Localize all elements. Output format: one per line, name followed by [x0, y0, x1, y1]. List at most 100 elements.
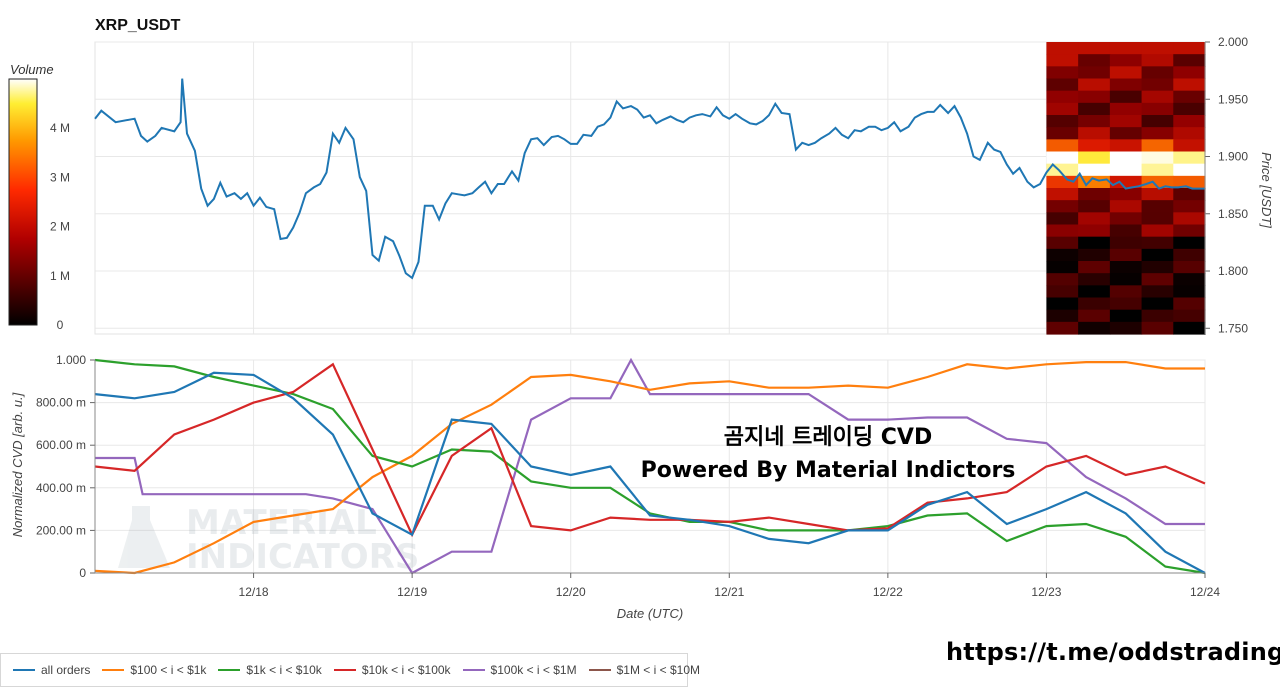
heatmap-cell: [1109, 285, 1143, 299]
legend-swatch: [102, 669, 125, 671]
heatmap-cell: [1046, 309, 1079, 323]
heatmap-cell: [1173, 273, 1206, 286]
heatmap-cell: [1141, 42, 1174, 55]
legend-label: $1M < i < $10M: [616, 663, 700, 677]
heatmap-cell: [1046, 200, 1079, 213]
heatmap-cell: [1173, 127, 1206, 140]
cvd-tick-label: 1.000: [56, 353, 86, 367]
cvd-tick-label: 800.00 m: [36, 396, 86, 410]
heatmap-cell: [1078, 321, 1111, 335]
heatmap-cell: [1141, 224, 1174, 238]
legend-label: all orders: [41, 663, 91, 677]
heatmap-cell: [1109, 66, 1143, 80]
telegram-link[interactable]: https://t.me/oddstrading2: [946, 638, 1280, 666]
x-tick-label: 12/18: [239, 585, 269, 599]
heatmap-cell: [1173, 236, 1206, 250]
heatmap-cell: [1141, 188, 1174, 201]
heatmap-cell: [1078, 163, 1111, 177]
price-tick-label: 1.900: [1218, 150, 1248, 164]
heatmap-cell: [1046, 127, 1079, 140]
heatmap-cell: [1046, 115, 1079, 128]
heatmap-cell: [1046, 321, 1079, 335]
cvd-line--100-i-1k: [94, 361, 1205, 575]
colorbar-tick-label: 3 M: [50, 170, 70, 184]
legend-item[interactable]: $100k < i < $1M: [462, 663, 577, 677]
x-tick-label: 12/21: [714, 585, 744, 599]
heatmap-cell: [1046, 90, 1079, 104]
heatmap-cell: [1078, 273, 1111, 286]
heatmap-cell: [1046, 188, 1079, 201]
material-indicators-logo: MATERIAL INDICATORS: [118, 503, 419, 577]
price-axis-label: Price [USDT]: [1259, 152, 1274, 228]
heatmap-cell: [1078, 127, 1111, 140]
heatmap-cell: [1173, 285, 1206, 299]
heatmap-cell: [1141, 285, 1174, 299]
heatmap-cell: [1109, 139, 1143, 153]
legend-item[interactable]: $1M < i < $10M: [588, 663, 700, 677]
heatmap-cell: [1141, 261, 1174, 274]
legend-swatch: [218, 669, 241, 671]
legend-item[interactable]: all orders: [13, 663, 90, 677]
heatmap-cell: [1109, 200, 1143, 213]
heatmap-cell: [1141, 297, 1174, 311]
cvd-line--100k-i-1m: [95, 357, 1205, 575]
heatmap-cell: [1046, 139, 1079, 153]
legend-item[interactable]: $10k < i < $100k: [333, 663, 451, 677]
x-tick-label: 12/19: [397, 585, 427, 599]
legend-label: $100k < i < $1M: [490, 663, 577, 677]
heatmap-cell: [1141, 163, 1174, 177]
heatmap-cell: [1078, 297, 1111, 311]
cvd-tick-label: 0: [79, 566, 86, 580]
heatmap-cell: [1109, 42, 1143, 55]
heatmap-cell: [1141, 248, 1174, 262]
legend-label: $10k < i < $100k: [361, 663, 451, 677]
heatmap-cell: [1078, 102, 1111, 116]
heatmap-cell: [1078, 42, 1111, 55]
price-grid: [94, 41, 1206, 335]
heatmap-cell: [1173, 90, 1206, 104]
heatmap-cell: [1078, 224, 1111, 238]
heatmap-cell: [1078, 78, 1111, 92]
heatmap-cell: [1173, 163, 1206, 177]
colorbar-ticks: 4 M 3 M 2 M 1 M 0: [50, 121, 70, 332]
heatmap-cell: [1046, 285, 1079, 299]
price-panel-frame: [94, 41, 1206, 335]
legend-item[interactable]: $100 < i < $1k: [102, 663, 206, 677]
heatmap-cell: [1109, 273, 1143, 286]
legend-swatch: [13, 669, 35, 671]
heatmap-cell: [1109, 297, 1143, 311]
heatmap-cell: [1109, 54, 1143, 67]
heatmap-cell: [1046, 175, 1079, 189]
heatmap-cell: [1046, 224, 1079, 238]
heatmap: [1046, 42, 1206, 335]
heatmap-cell: [1173, 102, 1206, 116]
heatmap-cell: [1046, 212, 1079, 226]
heatmap-cell: [1141, 66, 1174, 80]
heatmap-cell: [1109, 224, 1143, 238]
heatmap-cell: [1046, 66, 1079, 80]
logo-text-1: MATERIAL: [186, 503, 377, 543]
heatmap-cell: [1173, 78, 1206, 92]
legend-item[interactable]: $1k < i < $10k: [218, 663, 322, 677]
cvd-line-all-orders: [94, 371, 1206, 574]
price-axis-ticks: 2.000 1.950 1.900 1.850 1.800 1.750: [1204, 35, 1248, 335]
price-tick-label: 1.950: [1218, 92, 1248, 106]
heatmap-cell: [1173, 139, 1206, 153]
price-plot: [94, 78, 1205, 280]
colorbar-label: Volume: [10, 62, 54, 77]
heatmap-cell: [1078, 200, 1111, 213]
x-axis-ticks: 12/18 12/19 12/20 12/21 12/22 12/23 12/24: [95, 572, 1220, 599]
heatmap-cell: [1141, 212, 1174, 226]
heatmap-cell: [1046, 151, 1079, 165]
colorbar-tick-label: 2 M: [50, 220, 70, 234]
heatmap-cell: [1173, 309, 1206, 323]
heatmap-cell: [1141, 102, 1174, 116]
x-axis-label: Date (UTC): [617, 606, 683, 621]
cvd-tick-label: 200.00 m: [36, 523, 86, 537]
heatmap-cell: [1109, 90, 1143, 104]
heatmap-cell: [1141, 127, 1174, 140]
price-tick-label: 1.850: [1218, 207, 1248, 221]
heatmap-cell: [1141, 139, 1174, 153]
colorbar-tick-label: 4 M: [50, 121, 70, 135]
